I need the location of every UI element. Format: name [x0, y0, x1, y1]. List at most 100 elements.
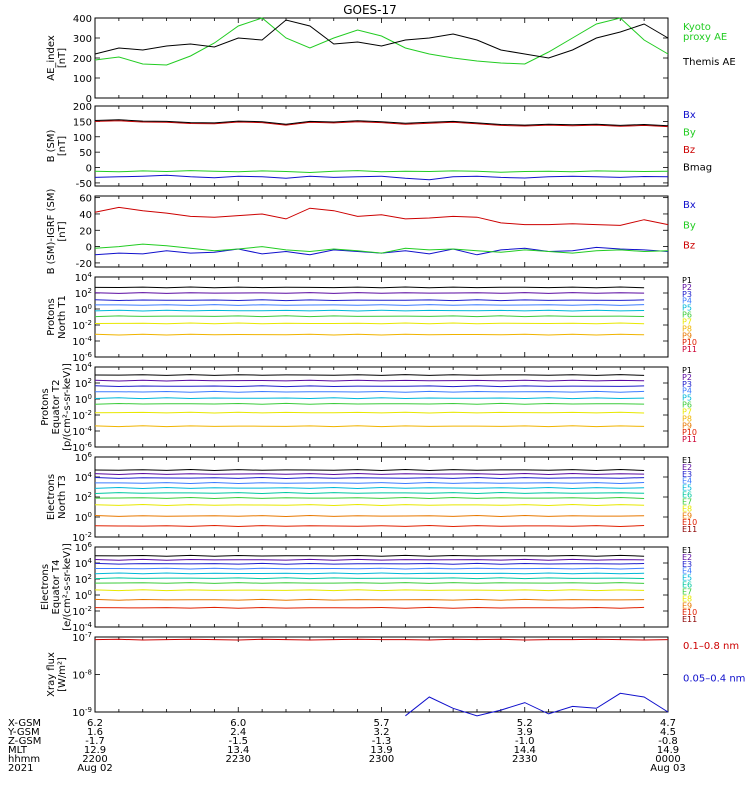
channel-label: P9 [682, 331, 692, 340]
y-axis-label: Protons [46, 298, 57, 335]
channel-label: P8 [682, 324, 692, 333]
channel-label: P3 [682, 290, 692, 299]
x-axis-value: 13.9 [370, 745, 392, 756]
x-axis-value: 4.7 [660, 718, 676, 729]
channel-label: P7 [682, 407, 692, 416]
series-bx [94, 246, 669, 256]
y-axis-label: Xray flux [46, 652, 57, 697]
panel-3: -20 0 20 40 60 B (SM)-IGRF (SM) [nT] Bx By Bz [46, 189, 696, 275]
panel-frame [94, 17, 669, 99]
channel-p6 [94, 402, 645, 405]
panel-5: 104 102 100 10-2 10-4 10-6 Protons Equator T2 [p… [40, 361, 697, 454]
y-tick-label: 106 [75, 451, 93, 464]
x-axis-value: 14.4 [514, 745, 536, 756]
x-axis-row-label: X-GSM [8, 718, 41, 729]
panel-frame [94, 366, 669, 448]
channel-e7 [94, 496, 645, 500]
x-axis-value: 4.5 [660, 727, 676, 738]
y-tick-label: 40 [79, 210, 92, 221]
y-axis-label: [nT] [57, 136, 68, 156]
channel-e2 [94, 472, 645, 476]
channel-p5 [94, 397, 645, 400]
series-by [94, 243, 669, 254]
y-tick-label: 10-2 [72, 531, 92, 544]
x-axis-row-label: 2021 [8, 763, 33, 774]
y-tick-label: 400 [73, 14, 92, 25]
channel-e5 [94, 486, 645, 490]
y-tick-label: 106 [75, 541, 93, 554]
panel-frame [94, 105, 669, 187]
y-tick-label: 60 [79, 194, 92, 205]
x-axis-value: 2300 [369, 754, 394, 765]
y-tick-label: 104 [75, 271, 93, 284]
series-by [94, 170, 669, 174]
legend-label: Bx [683, 110, 696, 121]
channel-label: P7 [682, 317, 692, 326]
y-axis-label: Electrons [40, 564, 51, 610]
x-axis-value: 5.7 [374, 718, 390, 729]
channel-e4 [95, 567, 645, 570]
channel-p1 [94, 374, 645, 376]
channel-p1 [94, 286, 645, 289]
channel-e6 [94, 577, 645, 580]
channel-label: P10 [682, 338, 697, 347]
y-tick-label: 150 [73, 117, 92, 128]
y-tick-label: -50 [76, 179, 92, 190]
y-axis-label: North T3 [57, 475, 68, 519]
channel-e3 [94, 562, 645, 565]
channel-label: P5 [682, 394, 692, 403]
legend-label: Themis AE [682, 57, 736, 68]
y-tick-label: 10-2 [72, 409, 92, 422]
channel-label: E3 [682, 470, 692, 479]
channel-label: P4 [682, 387, 692, 396]
channel-label: E10 [682, 608, 697, 617]
x-axis-value: -1.5 [228, 736, 248, 747]
y-axis-label: [e/(cm²-s-sr-keV)] [62, 543, 73, 631]
y-tick-label: 104 [75, 361, 93, 374]
y-tick-label: 200 [73, 102, 92, 113]
channel-p7 [94, 322, 645, 325]
y-tick-label: 102 [75, 377, 92, 390]
x-axis-value: 13.4 [227, 745, 249, 756]
y-tick-label: 0 [86, 164, 92, 175]
channel-e4 [95, 481, 645, 485]
y-axis-label: Electrons [46, 474, 57, 520]
channel-label: E6 [682, 491, 692, 500]
y-tick-label: 102 [75, 573, 92, 586]
x-axis-value: 12.9 [84, 745, 106, 756]
legend-label: By [683, 220, 696, 231]
channel-label: P6 [682, 311, 692, 320]
channel-e10 [94, 606, 645, 609]
x-axis-value: 6.2 [87, 718, 103, 729]
channel-e10 [94, 524, 645, 528]
x-axis-row-label: hhmm [8, 754, 40, 765]
channel-label: P1 [682, 366, 692, 375]
channel-p4 [95, 390, 645, 393]
channel-label: E11 [682, 615, 697, 624]
panel-8: 10-7 10-8 10-9 Xray flux [W/m²] 0.1–0.8 nm 0.0… [46, 631, 745, 719]
x-axis-value: Aug 03 [650, 763, 685, 774]
y-tick-label: 100 [75, 393, 92, 406]
channel-p8 [94, 425, 645, 428]
y-axis-label: Protons [40, 388, 51, 425]
y-tick-label: 10-8 [72, 669, 92, 682]
panel-7: 106 104 102 100 10-2 10-4 Electrons Equator T4[… [40, 541, 697, 634]
y-axis-label: [nT] [57, 48, 68, 68]
channel-e7 [94, 582, 645, 584]
channel-label: P10 [682, 428, 697, 437]
channel-label: E11 [682, 525, 697, 534]
channel-label: P8 [682, 414, 692, 423]
channel-label: P4 [682, 297, 692, 306]
channel-label: P2 [682, 283, 692, 292]
panel-frame [94, 546, 669, 628]
channel-label: E2 [682, 553, 692, 562]
channel-label: E5 [682, 574, 692, 583]
channel-p2 [94, 379, 645, 382]
y-tick-label: 10-9 [72, 706, 92, 719]
channel-label: P2 [682, 373, 692, 382]
panel-frame [94, 636, 669, 713]
x-axis-row-label: Y-GSM [7, 727, 40, 738]
x-axis-value: -1.0 [515, 736, 535, 747]
legend-label: Bz [683, 241, 695, 252]
